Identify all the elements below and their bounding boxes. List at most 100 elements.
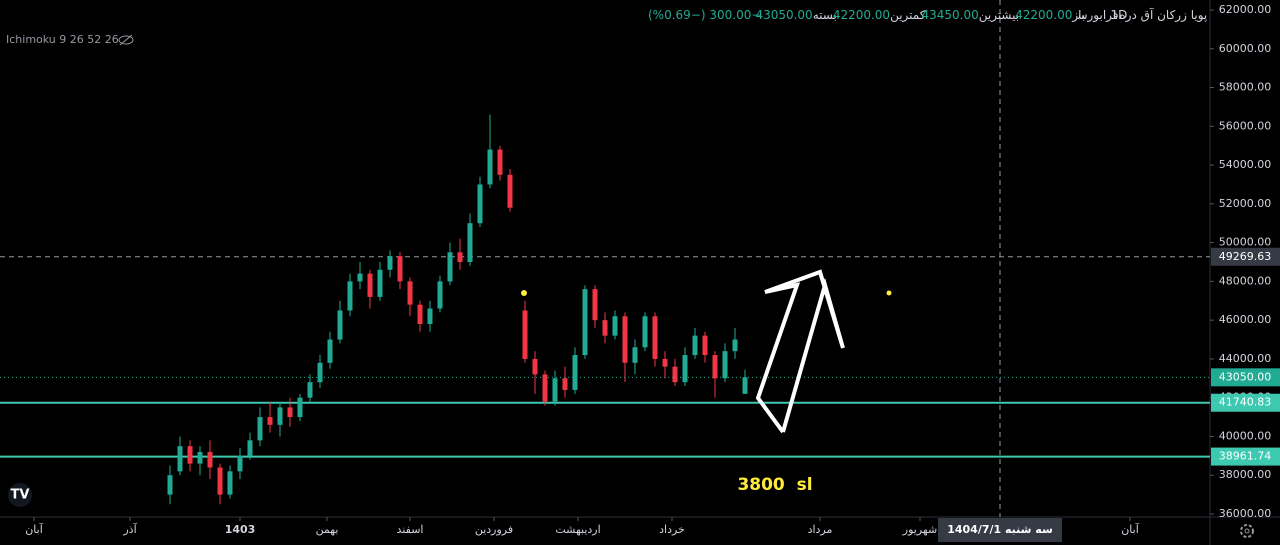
candle-body [467,223,473,262]
open-label: باز [1071,8,1085,23]
x-tick-label: مرداد [808,523,833,536]
y-tick-label: 50000.00 [1219,236,1272,249]
y-tick-label: 44000.00 [1219,352,1272,365]
x-tick-label: بهمن [316,523,339,536]
candle-body [632,347,638,363]
y-tick-label: 58000.00 [1219,81,1272,94]
candle-body [672,366,678,383]
candle-body [552,378,558,402]
candle-body [612,316,618,336]
x-tick-label: آبان [25,522,43,536]
candle-body [602,320,608,336]
candle-body [692,335,698,356]
candle-body [497,149,503,175]
candle-body [652,316,658,359]
candle-body [642,316,648,348]
candle-body [337,310,343,340]
candle-body [267,417,273,425]
level-price-box [1211,393,1280,412]
interval: 1D [1111,8,1128,22]
candle-body [732,339,738,352]
candle-body [247,440,253,456]
level-price: 41740.83 [1219,396,1272,409]
x-tick-label: اسفند [397,523,424,536]
marker-dot [521,290,527,296]
candle-body [457,252,463,262]
candle-body [712,355,718,379]
y-tick-label: 62000.00 [1219,3,1272,16]
low-label: کمترین [890,8,926,23]
x-tick-label: آذر [122,522,137,536]
candle-body [487,149,493,185]
crosshair-date: سه شنبه 1404/7/1 [947,523,1053,536]
candle-body [447,252,453,282]
candle-body [702,335,708,356]
close-label: بسته [813,8,837,22]
candle-body [357,273,363,282]
candle-body [427,308,433,325]
level-price: 43050.00 [1219,370,1272,383]
y-tick-label: 48000.00 [1219,274,1272,287]
low-value: 42200.00 [833,8,890,22]
crosshair-date-box [938,518,1062,542]
close-value: 43050.00 [755,8,812,22]
candle-body [347,281,353,311]
x-tick-label: 1403 [225,523,256,536]
candle-body [507,174,513,208]
symbol: پویا زرکان آق دره [1119,7,1207,23]
y-tick-label: 36000.00 [1219,507,1272,520]
candle-body [572,355,578,390]
candle-body [522,310,528,359]
candle-body [437,281,443,309]
open-value: 42200.00 [1015,8,1072,22]
change: −300.00 (−0.69%) [648,8,761,22]
candle-body [542,374,548,402]
candle-body [377,269,383,297]
visibility-icon[interactable] [118,34,134,46]
y-tick-label: 46000.00 [1219,313,1272,326]
candle-body [722,351,728,379]
x-tick-label: فروردین [475,523,513,536]
crosshair-price-box [1211,247,1280,266]
plot [0,0,1210,517]
y-tick-label: 60000.00 [1219,42,1272,55]
candle-body [227,471,233,495]
x-tick-label: شهریور [902,523,937,536]
annotation: 3800 sl [737,475,812,495]
candle-body [177,446,183,472]
candle-body [277,407,283,425]
candle-body [397,256,403,282]
level-price: 38961.74 [1219,450,1272,463]
candle-body [197,451,203,464]
y-tick-label: 56000.00 [1219,119,1272,132]
candle-body [167,475,173,495]
candle-body [582,289,588,356]
high-value: 43450.00 [921,8,978,22]
indicator-label: Ichimoku 9 26 52 26 [6,33,119,46]
exchange: فرابورس [1076,8,1118,23]
candle-body [532,358,538,375]
candle-body [662,358,668,367]
x-tick-label: اردیبهشت [555,523,600,536]
candle-body [287,407,293,418]
settings-icon[interactable] [1240,524,1254,538]
candle-body [477,184,483,224]
y-tick-label: 54000.00 [1219,158,1272,171]
candle-body [682,355,688,383]
candle-body [317,362,323,383]
candle-body [237,455,243,472]
y-tick-label: 38000.00 [1219,468,1272,481]
y-tick-label: 52000.00 [1219,197,1272,210]
svg-text:TV: TV [11,488,30,503]
candle-body [407,281,413,305]
candle-body [417,304,423,325]
arrow-drawing [755,269,845,434]
logo[interactable]: TV [8,483,32,507]
x-tick-label: آبان [1121,522,1139,536]
level-price-box [1211,368,1280,387]
candle-body [207,451,213,468]
candle-body [327,339,333,363]
marker-dot [886,290,892,296]
candle-body [592,289,598,321]
